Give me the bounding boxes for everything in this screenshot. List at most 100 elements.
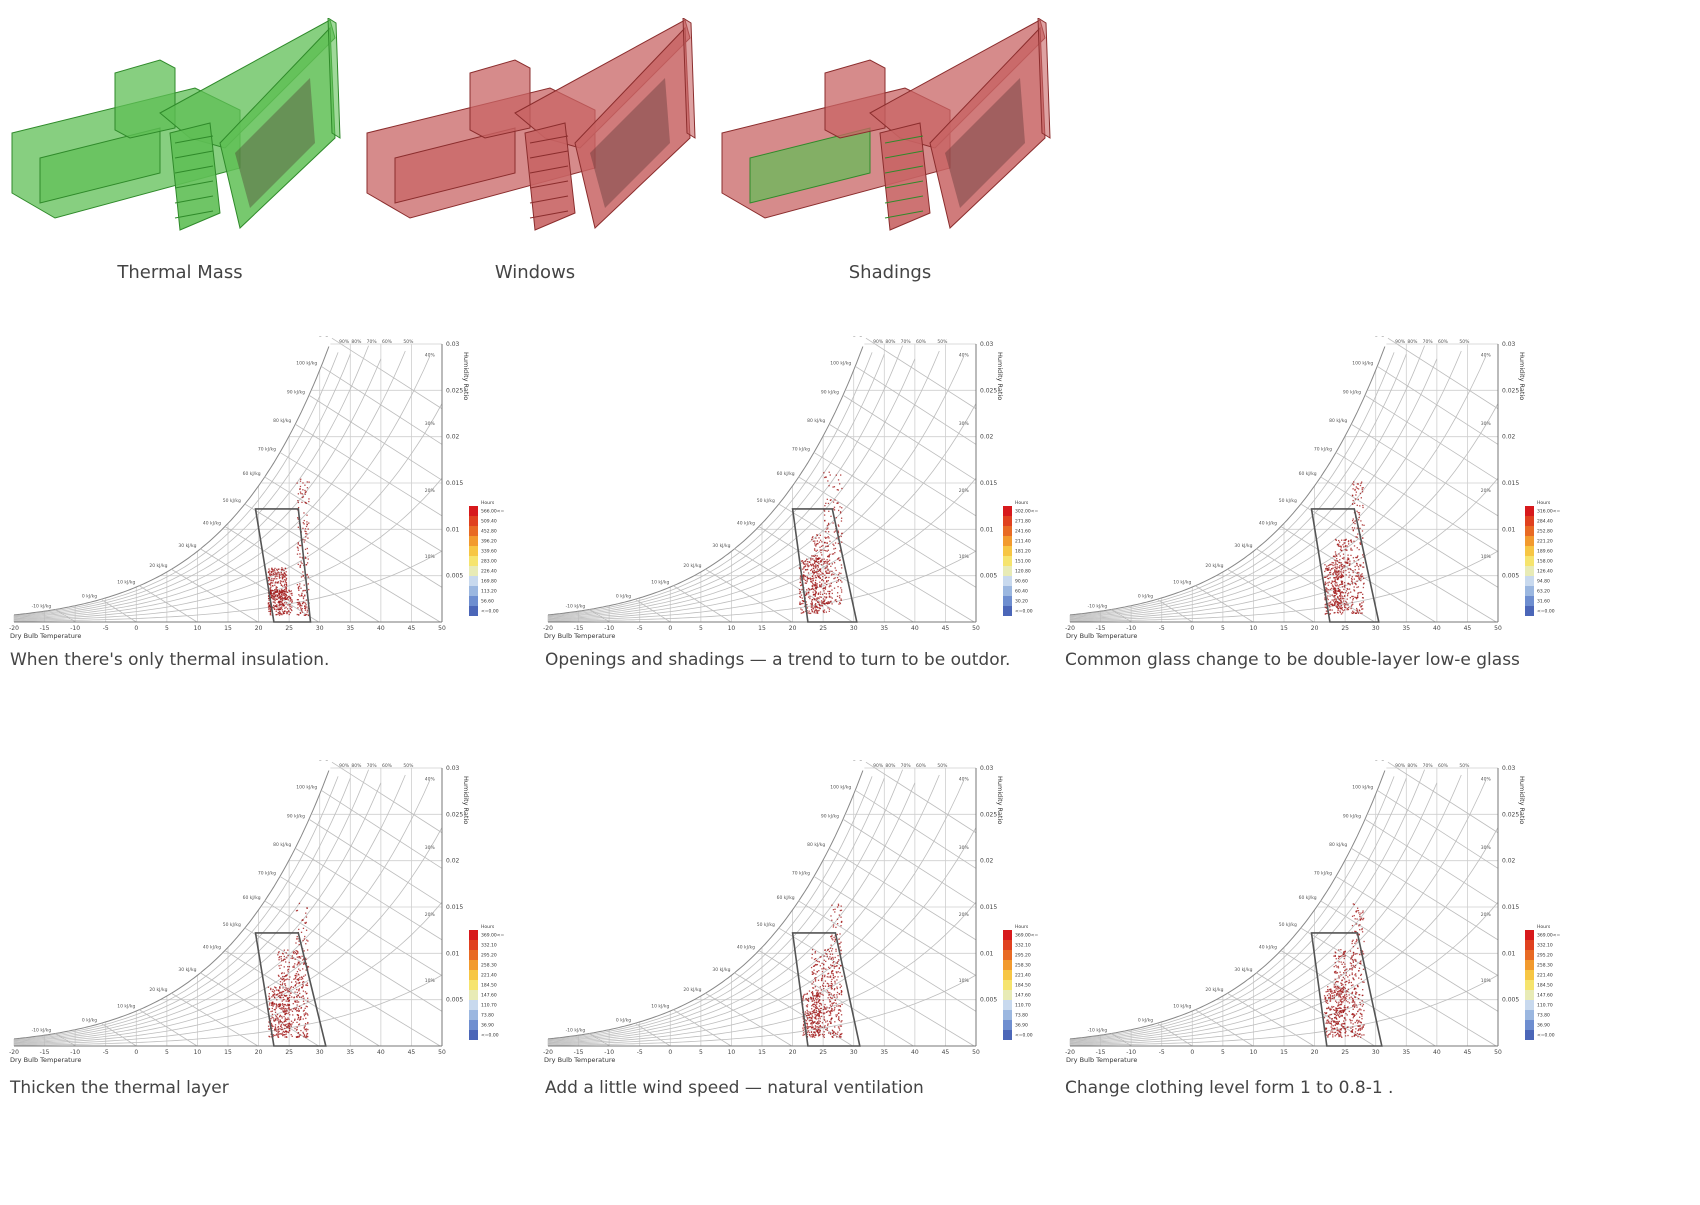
scatter-point <box>270 573 273 576</box>
scatter-point <box>288 990 291 993</box>
scatter-point <box>1348 564 1351 566</box>
scatter-point <box>282 975 284 978</box>
scatter-point <box>801 588 803 591</box>
scatter-point <box>287 968 290 971</box>
scatter-point <box>806 576 808 579</box>
scatter-point <box>836 1005 838 1007</box>
scatter-point <box>302 597 305 600</box>
enthalpy-label: 90 kJ/kg <box>1343 389 1361 395</box>
chart-caption-thermal-layer: Thicken the thermal layer <box>10 1078 229 1098</box>
scatter-point <box>837 531 840 534</box>
scatter-point <box>1331 604 1333 606</box>
scatter-point <box>275 587 277 589</box>
scatter-point <box>288 1007 290 1009</box>
relative-humidity-curve <box>547 782 916 1043</box>
scatter-point <box>1340 1000 1342 1003</box>
scatter-point <box>303 981 305 983</box>
scatter-point <box>803 600 805 603</box>
relative-humidity-curve <box>547 356 965 620</box>
legend-label: 36.90 <box>1537 1023 1550 1029</box>
scatter-point <box>1363 981 1365 983</box>
scatter-point <box>813 972 815 975</box>
scatter-point <box>284 586 287 588</box>
scatter-point <box>827 590 829 593</box>
scatter-point <box>1333 1021 1335 1023</box>
legend-label: 184.50 <box>1537 983 1553 989</box>
scatter-point <box>839 986 841 989</box>
relative-humidity-label: 80% <box>885 763 896 769</box>
scatter-point <box>812 583 814 585</box>
scatter-point <box>1329 564 1331 566</box>
relative-humidity-curve <box>547 769 903 1042</box>
scatter-point <box>800 579 802 581</box>
scatter-point <box>1335 568 1337 570</box>
x-tick-label: -20 <box>543 625 553 632</box>
scatter-point <box>800 608 802 610</box>
scatter-point <box>1354 996 1356 999</box>
scatter-point <box>820 579 823 581</box>
enthalpy-label: 60 kJ/kg <box>1299 471 1317 477</box>
scatter-point <box>273 596 275 598</box>
scatter-point <box>269 589 272 591</box>
scatter-point <box>824 586 827 588</box>
scatter-point <box>305 929 308 931</box>
scatter-point <box>1346 995 1348 997</box>
scatter-point <box>840 1021 842 1023</box>
scatter-point <box>819 1024 822 1027</box>
x-axis-label: Dry Bulb Temperature <box>1066 632 1137 640</box>
scatter-point <box>1343 564 1345 567</box>
scatter-point <box>814 583 816 586</box>
scatter-point <box>1339 600 1342 602</box>
scatter-point <box>306 982 309 984</box>
scatter-point <box>273 604 275 607</box>
scatter-point <box>270 586 272 588</box>
scatter-point <box>836 996 838 998</box>
relative-humidity-curve <box>1069 354 1407 617</box>
scatter-point <box>281 982 284 984</box>
relative-humidity-label: 50% <box>1459 763 1470 769</box>
scatter-point <box>296 1026 298 1028</box>
scatter-point <box>814 582 817 584</box>
scatter-point <box>1339 1031 1341 1033</box>
enthalpy-line <box>1377 789 1499 869</box>
y-tick-label: 0.01 <box>980 950 994 957</box>
scatter-point <box>827 973 829 975</box>
scatter-point <box>821 1026 823 1028</box>
scatter-point <box>815 605 817 607</box>
scatter-point <box>814 964 816 967</box>
scatter-point <box>284 598 287 601</box>
enthalpy-line <box>1335 876 1499 976</box>
scatter-point <box>1343 556 1345 559</box>
scatter-point <box>278 959 280 961</box>
scatter-point <box>303 1035 306 1037</box>
scatter-point <box>1334 1009 1336 1011</box>
scatter-point <box>298 988 301 990</box>
scatter-point <box>811 601 813 604</box>
scatter-point <box>810 557 812 560</box>
scatter-point <box>283 597 286 599</box>
scatter-point <box>1359 929 1361 931</box>
scatter-point <box>1334 985 1337 987</box>
scatter-point <box>278 572 280 574</box>
scatter-point <box>1343 566 1345 568</box>
legend-label: 151.00 <box>1015 559 1031 565</box>
relative-humidity-label: 90% <box>873 763 884 769</box>
scatter-point <box>276 608 278 611</box>
scatter-point <box>816 597 818 599</box>
scatter-point <box>813 958 816 961</box>
scatter-point <box>283 1008 286 1010</box>
scatter-point <box>831 570 833 572</box>
scatter-point <box>1350 591 1352 593</box>
scatter-point <box>283 994 286 997</box>
scatter-point <box>288 1018 290 1020</box>
scatter-point <box>1341 595 1343 597</box>
scatter-point <box>1362 597 1365 599</box>
scatter-point <box>828 537 830 539</box>
scatter-point <box>812 593 815 596</box>
scatter-point <box>1351 601 1353 603</box>
scatter-point <box>286 608 289 610</box>
scatter-point <box>307 940 309 942</box>
scatter-point <box>1336 590 1338 593</box>
scatter-point <box>285 602 287 604</box>
scatter-point <box>840 572 842 575</box>
